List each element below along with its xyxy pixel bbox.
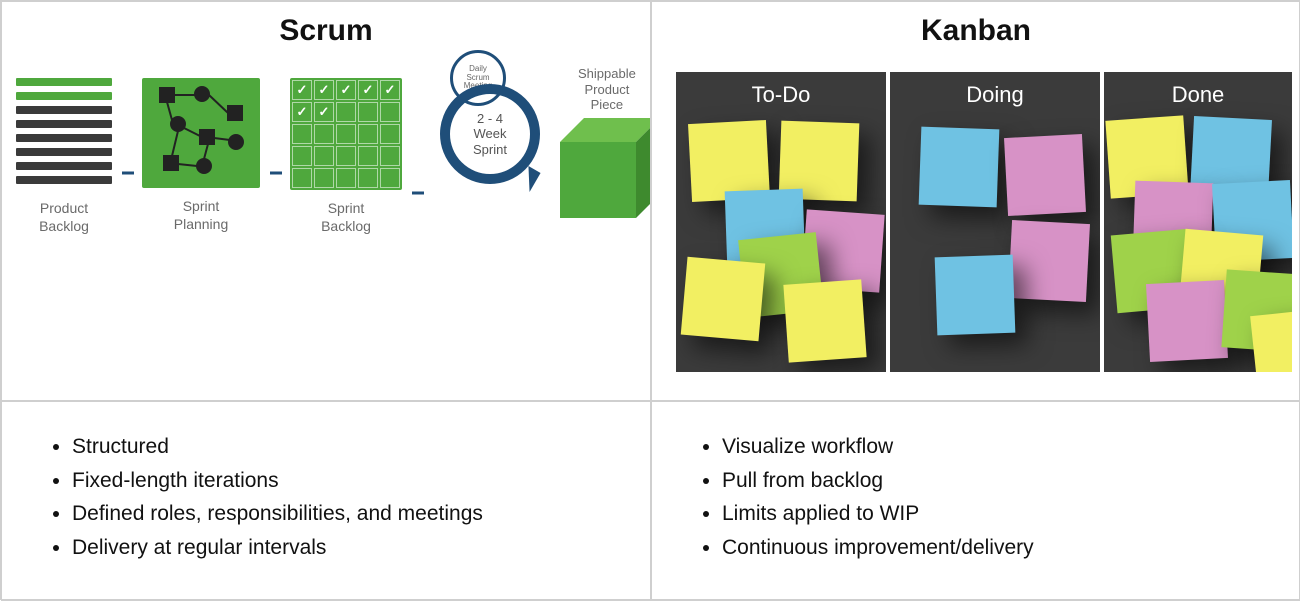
kanban-column-title: Doing bbox=[896, 82, 1094, 108]
sticky-note bbox=[935, 255, 1016, 336]
kanban-panel: Kanban To-Do Doing Done bbox=[651, 1, 1300, 401]
sticky-note bbox=[681, 257, 766, 342]
arrow-icon bbox=[410, 186, 424, 200]
scrum-title: Scrum bbox=[2, 2, 650, 48]
sprint-planning-label: SprintPlanning bbox=[174, 198, 229, 233]
kanban-column: Done bbox=[1104, 72, 1292, 372]
sprint-backlog-label: SprintBacklog bbox=[321, 200, 371, 235]
bullet-item: Visualize workflow bbox=[722, 430, 1270, 464]
sticky-note bbox=[1146, 280, 1228, 362]
kanban-bullets-panel: Visualize workflowPull from backlogLimit… bbox=[651, 401, 1300, 601]
kanban-column-title: To-Do bbox=[682, 82, 880, 108]
bullet-item: Fixed-length iterations bbox=[72, 464, 620, 498]
shippable-cube-icon bbox=[560, 118, 640, 238]
sprint-backlog-icon: ✓✓✓✓✓✓✓ bbox=[290, 78, 402, 190]
scrum-flow: ProductBacklog bbox=[2, 48, 650, 238]
sticky-note bbox=[919, 127, 1000, 208]
bullet-item: Defined roles, responsibilities, and mee… bbox=[72, 497, 620, 531]
bullet-item: Continuous improvement/delivery bbox=[722, 531, 1270, 565]
sprint-length-label: 2 - 4WeekSprint bbox=[440, 84, 540, 184]
comparison-grid: Scrum ProductBacklog bbox=[0, 0, 1300, 600]
scrum-panel: Scrum ProductBacklog bbox=[1, 1, 651, 401]
kanban-title: Kanban bbox=[652, 2, 1300, 48]
bullet-item: Delivery at regular intervals bbox=[72, 531, 620, 565]
sprint-cycle-icon: DailyScrumMeeting 2 - 4WeekSprint bbox=[432, 48, 552, 198]
stage-product-backlog: ProductBacklog bbox=[16, 78, 112, 235]
bullet-item: Structured bbox=[72, 430, 620, 464]
stage-sprint-cycle: DailyScrumMeeting 2 - 4WeekSprint bbox=[432, 78, 552, 198]
sticky-note bbox=[1008, 220, 1090, 302]
kanban-bullet-list: Visualize workflowPull from backlogLimit… bbox=[652, 402, 1300, 564]
sticky-note bbox=[1250, 308, 1292, 372]
kanban-column-title: Done bbox=[1110, 82, 1286, 108]
shippable-label: ShippableProductPiece bbox=[578, 66, 636, 113]
sticky-note bbox=[1004, 134, 1086, 216]
arrow-icon bbox=[268, 166, 282, 180]
sprint-planning-icon bbox=[142, 78, 260, 188]
kanban-column: Doing bbox=[890, 72, 1100, 372]
kanban-board: To-Do Doing Done bbox=[676, 72, 1300, 372]
scrum-bullets-panel: StructuredFixed-length iterationsDefined… bbox=[1, 401, 651, 601]
stage-sprint-planning: SprintPlanning bbox=[142, 78, 260, 233]
bullet-item: Limits applied to WIP bbox=[722, 497, 1270, 531]
sticky-note bbox=[783, 279, 866, 362]
kanban-column: To-Do bbox=[676, 72, 886, 372]
scrum-bullet-list: StructuredFixed-length iterationsDefined… bbox=[2, 402, 650, 564]
bullet-item: Pull from backlog bbox=[722, 464, 1270, 498]
product-backlog-label: ProductBacklog bbox=[39, 200, 89, 235]
product-backlog-icon bbox=[16, 78, 112, 190]
stage-sprint-backlog: ✓✓✓✓✓✓✓ SprintBacklog bbox=[290, 78, 402, 235]
arrow-icon bbox=[120, 166, 134, 180]
